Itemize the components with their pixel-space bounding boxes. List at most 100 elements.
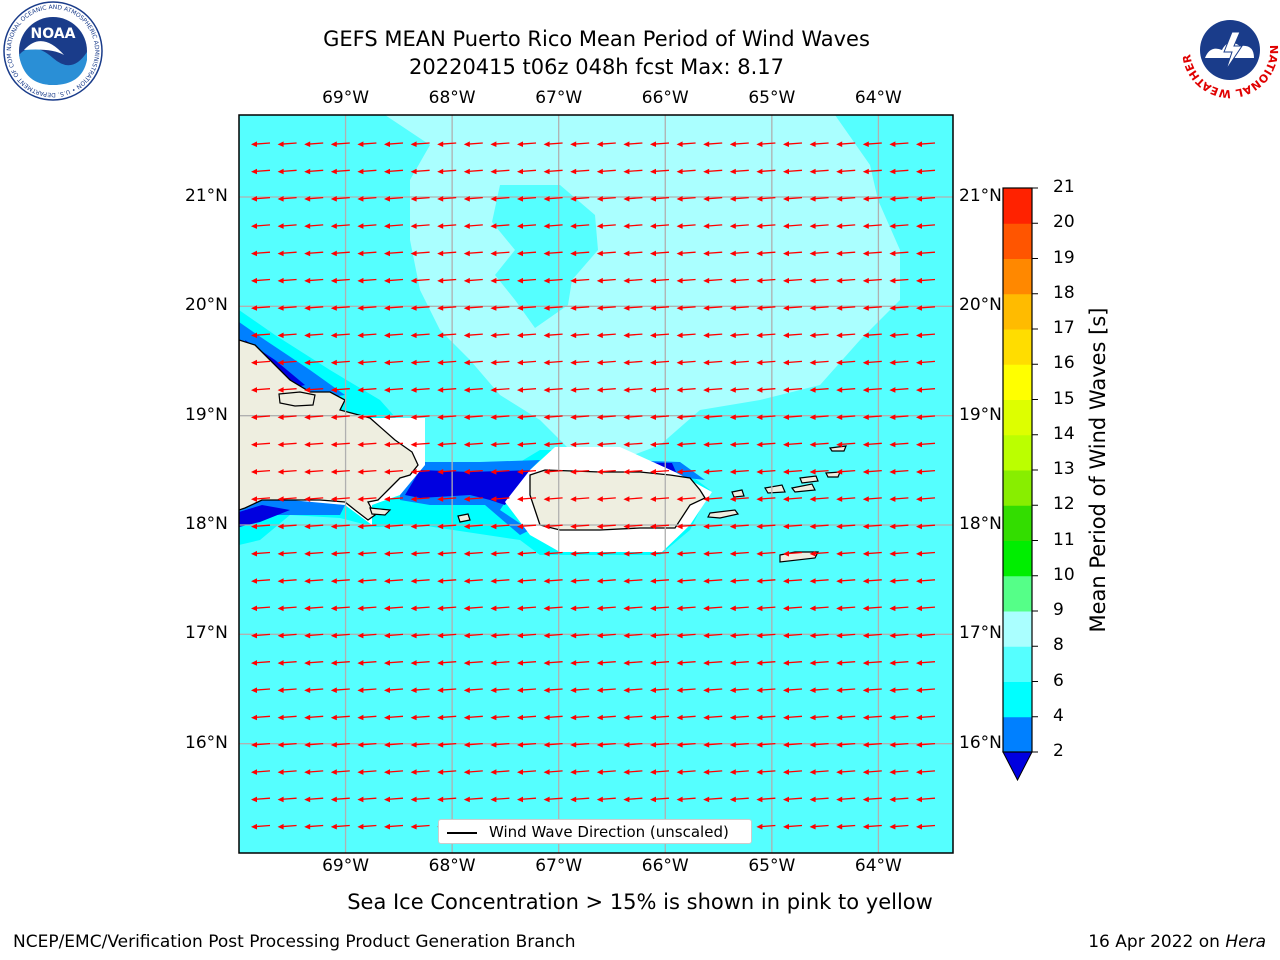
lat-label-right: 18°N [959, 514, 1002, 534]
wind-arrow [756, 823, 776, 830]
wind-arrow [756, 223, 776, 229]
wind-arrow [463, 305, 483, 311]
wind-arrow [277, 223, 297, 229]
wind-arrow [463, 550, 483, 557]
lat-label-right: 21°N [959, 186, 1002, 206]
wind-arrow [729, 523, 749, 530]
wind-arrow [756, 141, 776, 147]
wind-arrow [384, 796, 404, 803]
wind-arrow [756, 469, 776, 475]
lat-label-left: 20°N [185, 295, 228, 316]
wind-arrow [889, 414, 909, 420]
wind-arrow [676, 605, 696, 612]
wind-arrow [517, 359, 537, 366]
wind-arrow [862, 496, 882, 502]
wind-arrow [862, 359, 882, 366]
wind-arrow [703, 359, 723, 366]
wind-arrow [756, 250, 776, 257]
wind-arrow [357, 196, 377, 202]
wind-arrow [330, 141, 350, 147]
wind-arrow [490, 223, 510, 229]
wind-arrow [756, 687, 776, 693]
wind-arrow [384, 714, 404, 721]
colorbar-tick-label: 4 [1053, 705, 1064, 726]
colorbar-tick-label: 12 [1053, 494, 1075, 515]
wind-arrow [729, 469, 749, 475]
wind-arrow [623, 714, 643, 721]
wind-arrow [809, 305, 829, 311]
wind-arrow [809, 550, 829, 557]
wind-arrow [862, 769, 882, 775]
wind-arrow [410, 742, 430, 748]
wind-arrow [330, 523, 350, 530]
wind-arrow [809, 168, 829, 175]
wind-arrow [384, 687, 404, 693]
wind-arrow [463, 660, 483, 666]
wind-arrow [410, 660, 430, 666]
wind-arrow [783, 196, 803, 202]
wind-arrow [783, 305, 803, 311]
wind-arrow [543, 168, 563, 175]
colorbar-segment [1003, 611, 1032, 647]
wind-arrow [570, 414, 590, 420]
wind-arrow [889, 141, 909, 147]
wind-arrow [384, 605, 404, 612]
wind-arrow [330, 223, 350, 229]
colorbar-segment [1003, 364, 1032, 400]
wind-arrow [277, 332, 297, 339]
wind-arrow [676, 305, 696, 311]
wind-arrow [251, 141, 271, 147]
wind-arrow [304, 660, 324, 666]
colorbar-segment [1003, 293, 1032, 330]
wind-arrow [623, 769, 643, 775]
wind-arrow [330, 660, 350, 666]
wind-arrow [543, 387, 563, 393]
wind-arrow [437, 687, 457, 693]
wind-arrow [809, 441, 829, 448]
wind-arrow [729, 414, 749, 420]
wind-arrow [862, 605, 882, 612]
wind-arrow [809, 742, 829, 748]
wind-arrow [703, 496, 723, 502]
wind-arrow [916, 550, 936, 557]
wind-arrow [304, 250, 324, 257]
wind-arrow [623, 742, 643, 748]
wind-arrow [729, 632, 749, 639]
wind-arrow [836, 523, 856, 530]
wind-arrow [410, 250, 430, 257]
wind-arrow [437, 632, 457, 639]
wind-arrow [889, 250, 909, 257]
wind-arrow [596, 742, 616, 748]
wind-arrow [623, 141, 643, 147]
wind-arrow [676, 332, 696, 339]
wind-arrow [809, 277, 829, 284]
wind-arrow [490, 387, 510, 393]
wind-arrow [410, 196, 430, 202]
wind-arrow [596, 141, 616, 147]
wind-arrow [251, 223, 271, 229]
colorbar-tick-label: 9 [1053, 600, 1064, 620]
wind-arrow [277, 359, 297, 366]
wind-arrow [836, 469, 856, 475]
wind-arrow [543, 277, 563, 284]
wind-arrow [304, 332, 324, 339]
wind-arrow [729, 441, 749, 448]
wind-arrow [543, 632, 563, 639]
wind-arrow [650, 223, 670, 229]
wind-arrow [916, 523, 936, 530]
wind-arrow [330, 605, 350, 612]
wind-arrow [676, 796, 696, 803]
wind-arrow [517, 168, 537, 175]
wind-arrow [490, 141, 510, 147]
wind-arrow [517, 769, 537, 775]
wind-arrow [570, 742, 590, 748]
wind-arrow [570, 196, 590, 202]
wind-arrow [783, 469, 803, 475]
wind-arrow [570, 605, 590, 612]
wind-arrow [623, 660, 643, 666]
wind-arrow [676, 196, 696, 202]
wind-arrow [703, 769, 723, 775]
wind-arrow [330, 441, 350, 448]
wind-arrow [570, 550, 590, 557]
wind-arrow [809, 250, 829, 257]
